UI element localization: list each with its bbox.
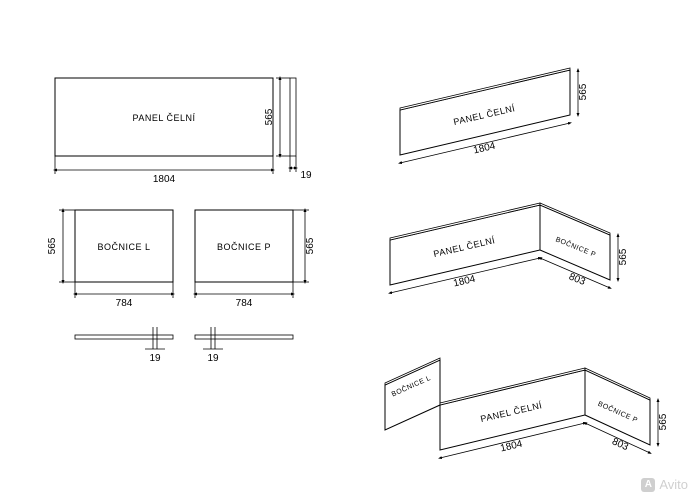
iso-full: BOČNICE L PANEL ČELNÍ BOČNICE P 1804 803… bbox=[385, 358, 669, 458]
iso2-h: 565 bbox=[618, 248, 629, 265]
right-height-dim: 565 bbox=[305, 237, 316, 254]
front-panel-elevation: PANEL ČELNÍ 1804 bbox=[55, 78, 273, 185]
right-panel-label: BOČNICE P bbox=[217, 242, 271, 252]
technical-drawing: PANEL ČELNÍ 1804 565 19 BOČNICE L 784 56… bbox=[0, 0, 700, 500]
iso3-w: 1804 bbox=[499, 439, 524, 455]
left-width-dim: 784 bbox=[116, 298, 133, 309]
front-thickness-dim: 19 bbox=[300, 170, 312, 181]
iso3-d: 803 bbox=[610, 436, 630, 453]
right-thickness-dim: 19 bbox=[207, 353, 219, 364]
iso1-h: 565 bbox=[578, 83, 589, 100]
watermark-logo-icon: A bbox=[641, 478, 655, 492]
iso3-h: 565 bbox=[658, 413, 669, 430]
watermark-text: Avito bbox=[659, 477, 688, 492]
iso-front-only: PANEL ČELNÍ 1804 565 bbox=[400, 68, 589, 163]
side-panel-right: BOČNICE P 784 565 bbox=[195, 210, 316, 309]
iso2-d: 803 bbox=[567, 271, 587, 288]
watermark: A Avito bbox=[641, 477, 688, 492]
left-thickness-dim: 19 bbox=[149, 353, 161, 364]
iso1-w: 1804 bbox=[472, 141, 497, 157]
right-edge-strip: 19 bbox=[195, 327, 293, 364]
right-width-dim: 784 bbox=[236, 298, 253, 309]
left-panel-label: BOČNICE L bbox=[97, 242, 150, 252]
front-width-dim: 1804 bbox=[153, 174, 176, 185]
front-panel-label: PANEL ČELNÍ bbox=[132, 113, 195, 123]
iso2-w: 1804 bbox=[452, 274, 477, 290]
left-height-dim: 565 bbox=[47, 237, 58, 254]
side-panel-left: BOČNICE L 784 565 bbox=[47, 210, 173, 309]
iso-front-right: PANEL ČELNÍ BOČNICE P 1804 803 565 bbox=[390, 203, 629, 293]
left-edge-strip: 19 bbox=[75, 327, 173, 364]
front-height-dim: 565 bbox=[264, 108, 275, 125]
